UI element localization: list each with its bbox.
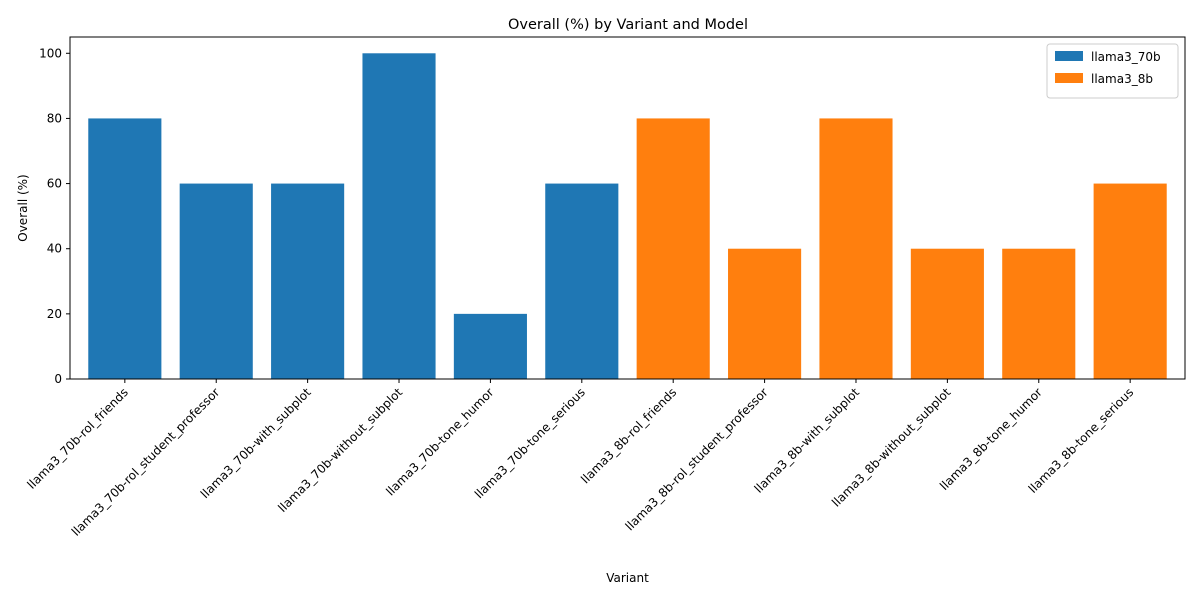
legend: llama3_70b llama3_8b [1046,43,1179,99]
chart-title: Overall (%) by Variant and Model [508,17,748,33]
bar-llama3_8b-without_subplot [910,248,984,379]
y-axis-label: Overall (%) [16,174,30,241]
bar-llama3_8b-with_subplot [819,118,893,380]
legend-swatch-llama3_8b [1055,73,1083,83]
y-tick-label: 0 [54,372,62,386]
bar-llama3_8b-rol_friends [636,118,710,380]
bar-llama3_8b-tone_humor [1002,248,1076,379]
plot-frame [69,36,1186,380]
x-axis-label: Variant [606,571,649,585]
bar-llama3_8b-tone_serious [1093,183,1167,379]
y-tick-label: 20 [47,307,62,321]
bar-llama3_70b-tone_serious [545,183,619,379]
y-tick-label: 100 [39,46,62,60]
y-tick-label: 80 [47,111,62,125]
bar-llama3_70b-without_subplot [362,53,436,379]
y-axis: 0 20 40 60 80 100 [39,46,70,386]
legend-label-llama3_8b: llama3_8b [1091,72,1153,86]
bar-llama3_8b-rol_student_professor [728,248,802,379]
bar-llama3_70b-tone_humor [453,313,527,379]
bar-llama3_70b-rol_student_professor [179,183,253,379]
bar-llama3_70b-with_subplot [271,183,345,379]
bars-group [88,53,1167,380]
legend-swatch-llama3_70b [1055,51,1083,61]
bar-llama3_70b-rol_friends [88,118,162,380]
y-tick-label: 60 [47,177,62,191]
y-tick-label: 40 [47,242,62,256]
legend-label-llama3_70b: llama3_70b [1091,50,1161,64]
